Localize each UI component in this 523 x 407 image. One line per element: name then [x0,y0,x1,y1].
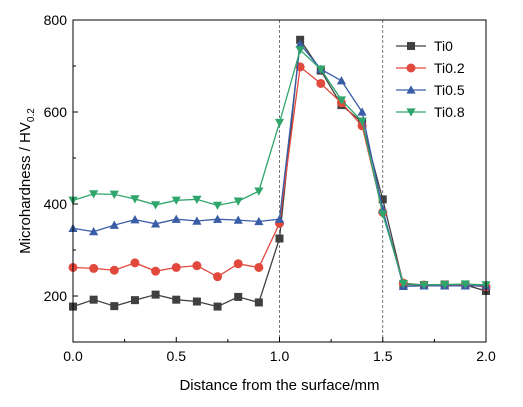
y-axis-label-subscript: 0.2 [26,108,37,122]
y-tick-label: 600 [44,104,68,120]
x-tick-label: 1.0 [270,348,290,364]
data-point [233,197,243,206]
data-point [254,262,264,272]
data-point [192,297,201,306]
legend-label: Ti0.2 [434,60,465,76]
legend-marker [407,42,415,50]
data-point [233,215,243,224]
data-point [89,227,99,236]
data-point [151,201,161,210]
data-point [151,266,161,276]
x-tick-label: 2.0 [476,348,496,364]
data-point [213,302,222,311]
data-point [109,265,119,275]
data-point [440,280,450,290]
data-point [130,258,140,268]
legend-item-ti0-5: Ti0.5 [396,82,465,98]
data-point [151,219,161,228]
data-point [254,187,264,196]
legend-item-ti0-8: Ti0.8 [396,104,465,120]
data-point [378,195,387,204]
legend-item-ti0: Ti0 [396,38,453,54]
x-tick-label: 0.0 [63,348,83,364]
data-point [295,39,305,48]
data-point [89,263,99,273]
legend-marker [406,63,416,73]
axis-ticks: 0.0 0.5 1.0 1.5 2.0 200 400 600 800 [44,12,496,364]
data-point [419,281,429,290]
series-layer [68,35,491,311]
legend-marker [406,108,416,117]
data-point [357,107,367,116]
data-point [89,295,98,304]
x-tick-label: 0.5 [167,348,187,364]
y-tick-label: 800 [44,12,68,28]
legend-item-ti0-2: Ti0.2 [396,60,465,76]
data-point [130,215,140,224]
data-point [274,214,285,223]
data-point [275,234,284,243]
data-point [212,201,223,210]
y-tick-label: 200 [44,288,68,304]
data-point [398,279,408,289]
reference-lines [279,20,384,342]
legend-label: Ti0 [434,38,453,54]
data-point [254,298,263,307]
x-axis-label: Distance from the surface/mm [179,377,379,394]
data-point [172,295,181,304]
legend-label: Ti0.5 [434,82,465,98]
data-point [378,210,388,219]
data-point [336,76,347,85]
y-axis-label-main: Microhardness / HV [17,122,34,254]
data-point [171,214,181,223]
data-point [295,46,305,55]
legend-label: Ti0.8 [434,104,465,120]
data-point [110,302,119,311]
data-point [192,261,202,271]
data-point [234,292,243,301]
data-point [192,195,202,204]
data-point [336,96,347,105]
data-point [460,280,470,289]
y-tick-label: 400 [44,196,68,212]
legend-marker [406,85,416,94]
data-point [233,259,243,269]
y-axis-label: Microhardness / HV0.2 [17,108,37,254]
data-point [171,196,181,205]
data-point [89,190,99,199]
series-ti0-8 [68,46,491,290]
data-point [171,262,181,272]
data-point [130,296,139,305]
data-point [316,78,326,88]
data-point [213,272,223,282]
data-point [357,117,367,126]
data-point [254,216,264,226]
data-point [151,290,160,299]
data-point [192,216,202,225]
data-point [212,214,223,223]
x-tick-label: 1.5 [373,348,393,364]
legend: Ti0 Ti0.2 Ti0.5 Ti0.8 [396,38,465,120]
data-point [316,65,326,74]
data-point [130,195,140,204]
data-point [274,118,285,128]
data-point [109,190,119,199]
data-point [109,220,119,229]
